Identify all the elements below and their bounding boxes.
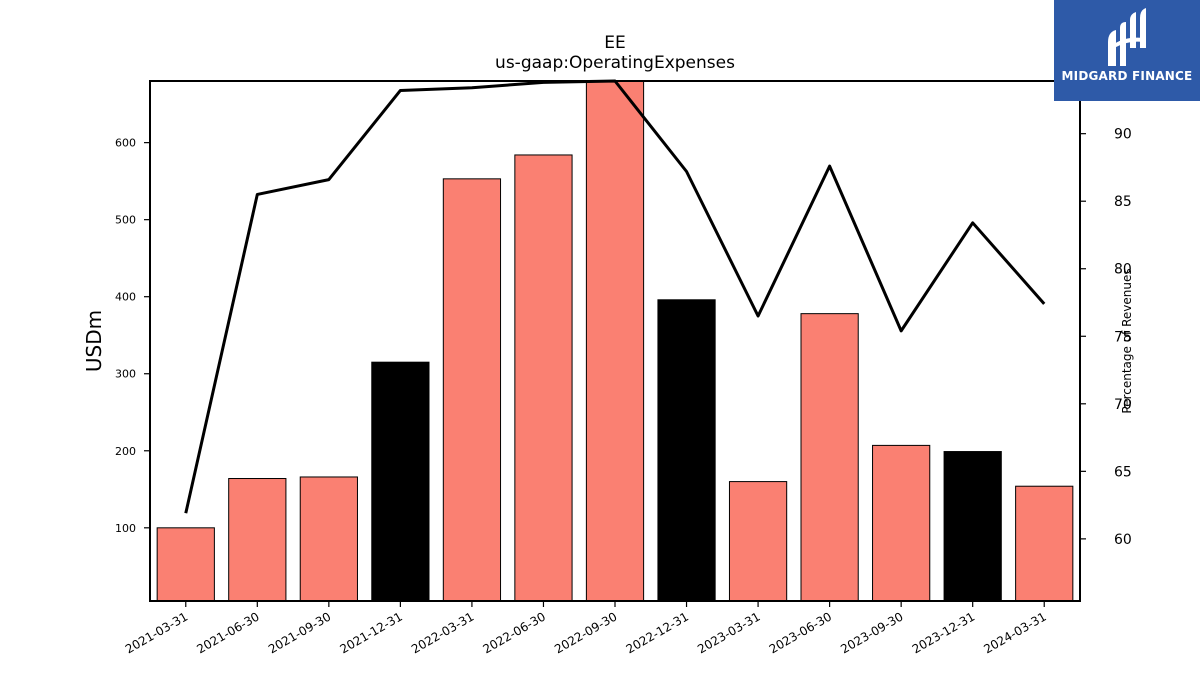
x-tick-label-2022-12-31: 2022-12-31	[624, 609, 691, 656]
y-axis-label: USDm	[82, 310, 106, 372]
x-tick-label-2022-06-30: 2022-06-30	[481, 609, 548, 656]
bar-2021-03-31	[156, 527, 215, 602]
x-tick-label-2023-09-30: 2023-09-30	[838, 609, 905, 656]
y-right-tick-label-85: 85	[1114, 194, 1132, 210]
y-tick-label-300: 300	[115, 368, 136, 381]
x-tick-label-2022-03-31: 2022-03-31	[409, 609, 476, 656]
y-tick-label-400: 400	[115, 291, 136, 304]
y-axis-right-label: Percentage of Revenues	[1120, 268, 1134, 413]
bar-2021-06-30	[228, 478, 287, 602]
x-tick-label-2021-09-30: 2021-09-30	[266, 609, 333, 656]
bar-2022-12-31	[657, 299, 716, 602]
bar-2023-09-30	[872, 444, 931, 602]
bar-2021-12-31	[371, 361, 430, 602]
bar-2022-03-31	[442, 178, 502, 602]
company-logo: MIDGARD FINANCE	[1054, 0, 1200, 101]
y-tick-label-200: 200	[115, 445, 136, 458]
x-tick-label-2021-12-31: 2021-12-31	[337, 609, 404, 656]
x-tick-label-2023-03-31: 2023-03-31	[695, 609, 762, 656]
x-tick-label-2021-03-31: 2021-03-31	[123, 609, 190, 656]
bar-2023-12-31	[943, 451, 1002, 602]
y-tick-label-500: 500	[115, 214, 136, 227]
logo-text: MIDGARD FINANCE	[1061, 69, 1193, 83]
y-right-tick-label-60: 60	[1114, 532, 1132, 548]
bar-2021-09-30	[299, 476, 358, 602]
bar-2022-06-30	[514, 154, 573, 602]
y-tick-label-600: 600	[115, 137, 136, 150]
chart-subtitle: us-gaap:OperatingExpenses	[495, 53, 735, 73]
chart-title: EE	[604, 33, 625, 53]
y-right-tick-label-70: 70	[1114, 397, 1132, 413]
bars-layer	[156, 80, 1074, 602]
x-tick-label-2021-06-30: 2021-06-30	[194, 609, 261, 656]
bar-2023-03-31	[728, 481, 788, 602]
y-right-tick-label-65: 65	[1114, 464, 1132, 480]
y-right-tick-label-90: 90	[1114, 127, 1132, 143]
x-tick-label-2022-09-30: 2022-09-30	[552, 609, 619, 656]
bar-2022-09-30	[585, 80, 645, 602]
y-tick-label-100: 100	[115, 522, 136, 535]
bar-2023-06-30	[800, 313, 859, 602]
midgard-logo-icon	[1108, 8, 1146, 66]
x-tick-label-2023-06-30: 2023-06-30	[767, 609, 834, 656]
y-right-tick-label-75: 75	[1114, 329, 1132, 345]
y-right-tick-label-80: 80	[1114, 262, 1132, 278]
x-tick-label-2023-12-31: 2023-12-31	[910, 609, 977, 656]
bar-2024-03-31	[1015, 485, 1074, 602]
x-tick-label-2024-03-31: 2024-03-31	[981, 609, 1048, 656]
